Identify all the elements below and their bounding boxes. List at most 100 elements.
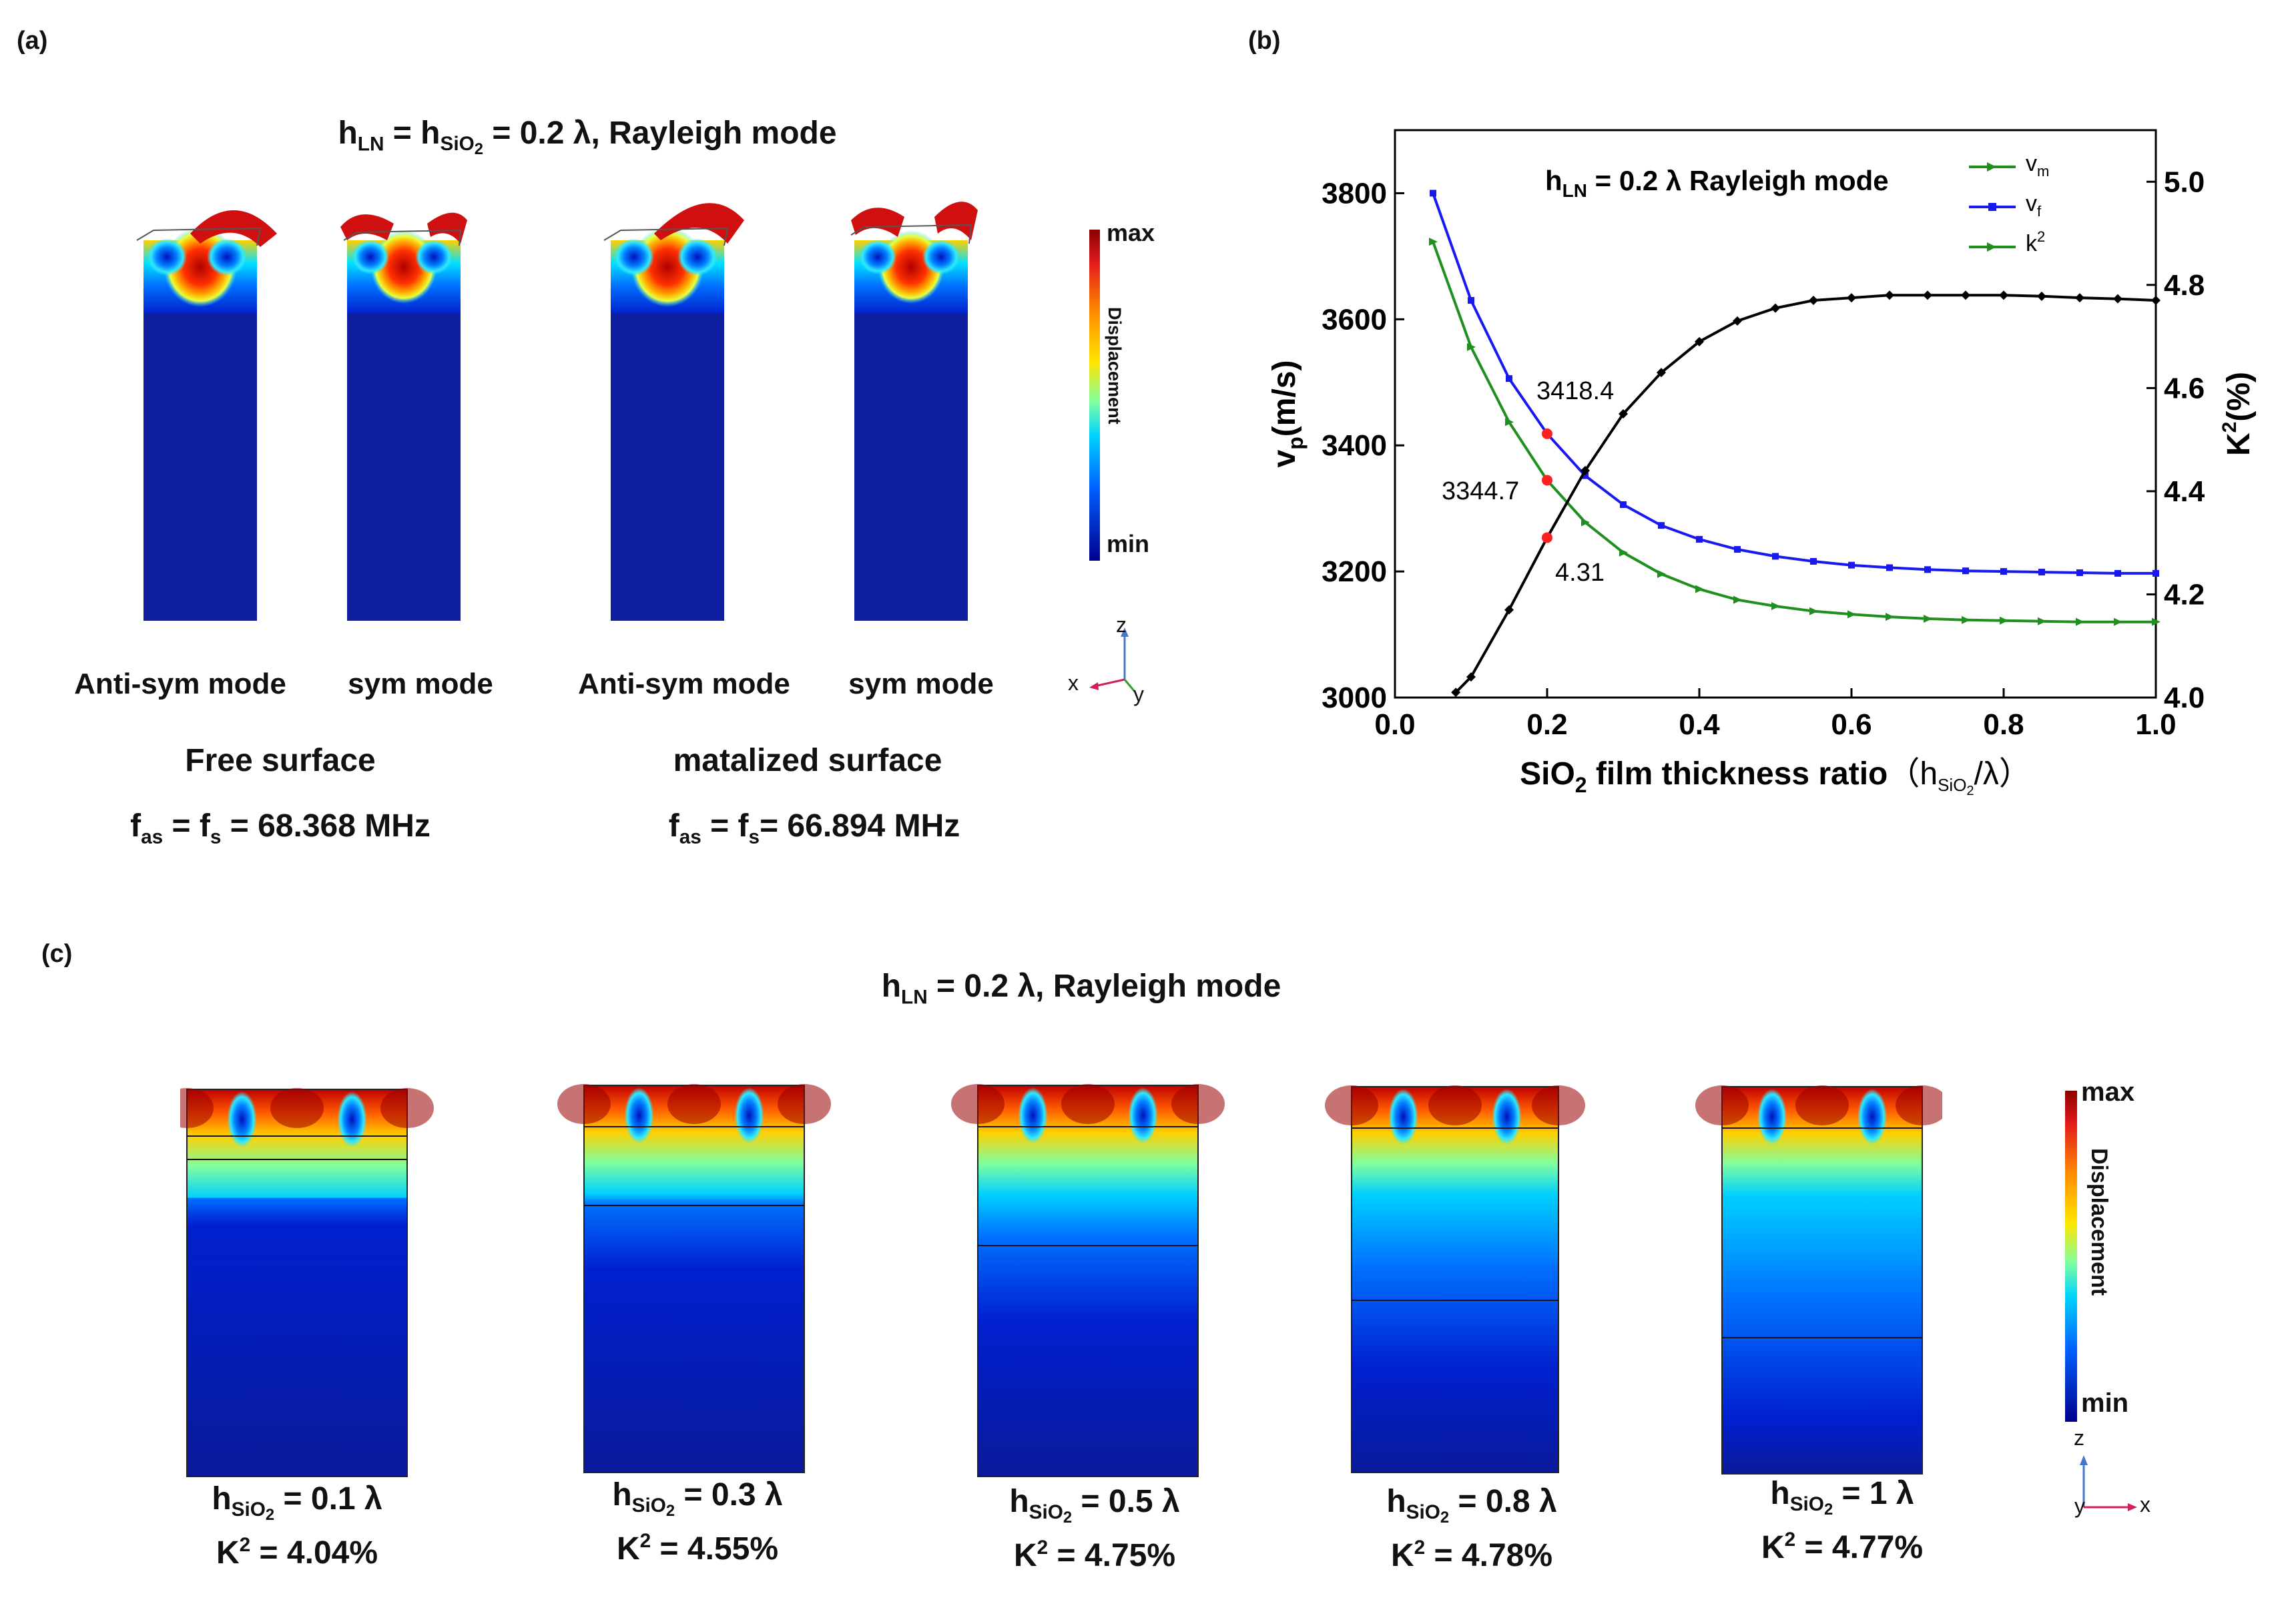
point-vm-17 xyxy=(2076,617,2084,626)
point-k2-15 xyxy=(1999,290,2008,300)
y-right-tick-label: 4.8 xyxy=(2164,269,2205,302)
mode-shape-anti-sym-metalized xyxy=(603,203,744,621)
point-k2-16 xyxy=(2037,291,2046,301)
mode-shape-sym-metalized xyxy=(850,202,978,621)
axis-x-a: x xyxy=(1068,671,1079,695)
point-vm-10 xyxy=(1809,607,1818,615)
y-tick-label: 3600 xyxy=(1322,303,1387,336)
point-k2-4 xyxy=(1581,466,1590,475)
x-tick-label: 0.4 xyxy=(1679,708,1720,741)
point-vf-4 xyxy=(1582,472,1589,479)
x-tick-label: 1.0 xyxy=(2135,708,2176,741)
legend-k2: k2 xyxy=(2026,228,2045,256)
axis-y-c: y xyxy=(2074,1494,2085,1518)
field-image-1 xyxy=(557,1084,831,1473)
caption-k2-3: K2 = 4.78% xyxy=(1390,1537,1553,1573)
point-k2-18 xyxy=(2113,294,2122,304)
axis-triad-a xyxy=(1089,627,1136,692)
y-right-tick-label: 4.0 xyxy=(2164,682,2205,714)
x-axis-label: SiO2 film thickness ratio（hSiO2/λ） xyxy=(1520,756,2031,798)
axis-z-a: z xyxy=(1116,613,1127,637)
point-k2-17 xyxy=(2075,293,2084,303)
metalized-surface-frequency: fas = fs= 66.894 MHz xyxy=(668,808,960,848)
caption-k2-1: K2 = 4.55% xyxy=(616,1530,779,1567)
point-vf-14 xyxy=(1962,567,1969,575)
mode-label-sym-free: sym mode xyxy=(348,668,493,700)
point-vf-11 xyxy=(1848,561,1855,569)
field-image-4 xyxy=(1695,1085,1942,1475)
y-tick-label: 3400 xyxy=(1322,429,1387,462)
point-k2-8 xyxy=(1733,316,1742,326)
point-vf-0 xyxy=(1430,190,1436,197)
mode-shape-anti-sym-free xyxy=(136,210,277,621)
axis-x-c: x xyxy=(2140,1493,2150,1517)
caption-thickness-2: hSiO2 = 0.5 λ xyxy=(1009,1484,1180,1527)
colorbar-a-max: max xyxy=(1107,219,1155,246)
y-tick-label: 3800 xyxy=(1322,177,1387,210)
mode-shape-images xyxy=(136,202,978,621)
point-vf-13 xyxy=(1924,566,1931,573)
chart-panel-b: 0.0 0.2 0.4 0.6 0.8 1.0 30003200340036003800 … xyxy=(1267,129,2257,798)
x-tick-label: 0.2 xyxy=(1526,708,1567,741)
point-k2-0 xyxy=(1451,688,1461,698)
panel-a-title: hLN = hSiO2 = 0.2 λ, Rayleigh mode xyxy=(338,115,837,159)
caption-thickness-3: hSiO2 = 0.8 λ xyxy=(1386,1484,1557,1527)
x-tick-label: 0.0 xyxy=(1374,708,1415,741)
point-k2-2 xyxy=(1504,605,1514,615)
point-k2-1 xyxy=(1466,672,1476,682)
point-vm-12 xyxy=(1886,613,1894,621)
point-k2-7 xyxy=(1695,336,1704,346)
colorbar-c-min: min xyxy=(2081,1388,2129,1418)
y-right-tick-label: 5.0 xyxy=(2164,166,2205,198)
legend-vf: vf xyxy=(2026,191,2042,220)
chart-annotation: hLN = 0.2 λ Rayleigh mode xyxy=(1545,165,1889,201)
point-vf-9 xyxy=(1772,553,1779,560)
metalized-surface-title: matalized surface xyxy=(673,743,942,778)
point-vf-8 xyxy=(1734,546,1741,553)
point-vf-7 xyxy=(1696,535,1703,543)
axis-triad-c xyxy=(2080,1455,2137,1511)
caption-k2-0: K2 = 4.04% xyxy=(216,1534,378,1571)
point-vf-12 xyxy=(1886,564,1893,571)
colorbar-c-label: Displacement xyxy=(2086,1148,2112,1296)
caption-k2-2: K2 = 4.75% xyxy=(1013,1537,1176,1573)
axis-y-a: y xyxy=(1133,682,1144,706)
caption-thickness-0: hSiO2 = 0.1 λ xyxy=(212,1481,382,1525)
y-axis-label-left: vp(m/s) xyxy=(1267,360,1308,468)
point-vf-18 xyxy=(2114,569,2121,577)
highlight-point-vf xyxy=(1542,428,1552,439)
point-k2-6 xyxy=(1657,368,1666,378)
point-vm-5 xyxy=(1619,548,1628,557)
y-right-tick-label: 4.6 xyxy=(2164,372,2205,405)
point-vm-15 xyxy=(2000,616,2008,625)
point-vm-4 xyxy=(1581,518,1590,527)
x-tick-label: 0.6 xyxy=(1831,708,1872,741)
point-label-k2: 4.31 xyxy=(1555,559,1605,587)
point-vf-16 xyxy=(2038,569,2045,576)
point-k2-19 xyxy=(2151,296,2161,305)
point-k2-10 xyxy=(1809,296,1818,305)
point-vm-11 xyxy=(1847,610,1856,619)
point-k2-5 xyxy=(1619,409,1628,419)
y-right-tick-label: 4.2 xyxy=(2164,578,2205,611)
point-vm-9 xyxy=(1771,602,1780,611)
highlight-point-k2 xyxy=(1542,532,1552,543)
point-vm-14 xyxy=(1962,615,1970,624)
panel-b-label: (b) xyxy=(1248,27,1281,55)
point-k2-11 xyxy=(1847,293,1856,303)
point-label-vf: 3418.4 xyxy=(1536,377,1614,405)
point-vm-18 xyxy=(2114,617,2122,626)
mode-shape-sym-free xyxy=(340,212,467,621)
point-vf-10 xyxy=(1810,558,1817,565)
point-vm-16 xyxy=(2038,617,2046,625)
mode-label-sym-metalized: sym mode xyxy=(848,668,994,700)
colorbar-c-max: max xyxy=(2081,1077,2135,1107)
free-surface-frequency: fas = fs = 68.368 MHz xyxy=(130,808,431,848)
caption-thickness-1: hSiO2 = 0.3 λ xyxy=(612,1477,783,1521)
point-vf-15 xyxy=(2000,568,2007,575)
field-image-3 xyxy=(1325,1085,1585,1473)
point-vf-5 xyxy=(1620,501,1627,508)
axis-z-c: z xyxy=(2074,1426,2084,1450)
colorbar-a-min: min xyxy=(1107,530,1150,557)
point-vm-8 xyxy=(1733,595,1742,604)
